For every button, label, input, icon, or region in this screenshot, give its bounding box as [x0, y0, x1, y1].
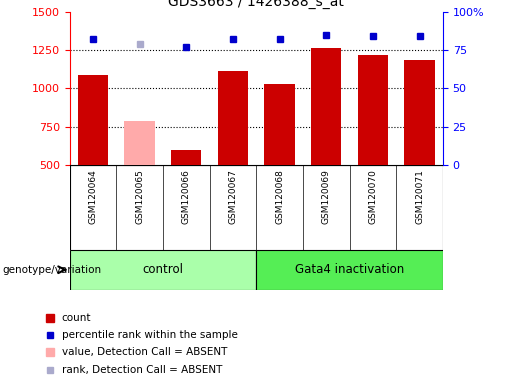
Text: Gata4 inactivation: Gata4 inactivation [295, 263, 404, 276]
Bar [404, 60, 435, 165]
Bar [358, 55, 388, 165]
Text: GSM120070: GSM120070 [368, 169, 377, 224]
FancyBboxPatch shape [70, 250, 256, 290]
Text: GSM120067: GSM120067 [228, 169, 237, 224]
Text: percentile rank within the sample: percentile rank within the sample [62, 330, 237, 340]
Bar [264, 84, 295, 165]
Bar [124, 121, 154, 165]
Bar [311, 48, 341, 165]
Title: GDS3663 / 1426388_s_at: GDS3663 / 1426388_s_at [168, 0, 344, 9]
Bar [78, 75, 108, 165]
FancyBboxPatch shape [256, 250, 443, 290]
Text: genotype/variation: genotype/variation [3, 265, 101, 275]
Text: GSM120071: GSM120071 [415, 169, 424, 224]
Bar [218, 71, 248, 165]
Text: GSM120069: GSM120069 [322, 169, 331, 224]
Text: GSM120068: GSM120068 [275, 169, 284, 224]
Text: GSM120064: GSM120064 [89, 169, 97, 224]
Text: control: control [142, 263, 183, 276]
Text: value, Detection Call = ABSENT: value, Detection Call = ABSENT [62, 348, 227, 358]
Text: GSM120066: GSM120066 [182, 169, 191, 224]
Text: rank, Detection Call = ABSENT: rank, Detection Call = ABSENT [62, 365, 222, 375]
Text: GSM120065: GSM120065 [135, 169, 144, 224]
Bar [171, 150, 201, 165]
Text: count: count [62, 313, 91, 323]
